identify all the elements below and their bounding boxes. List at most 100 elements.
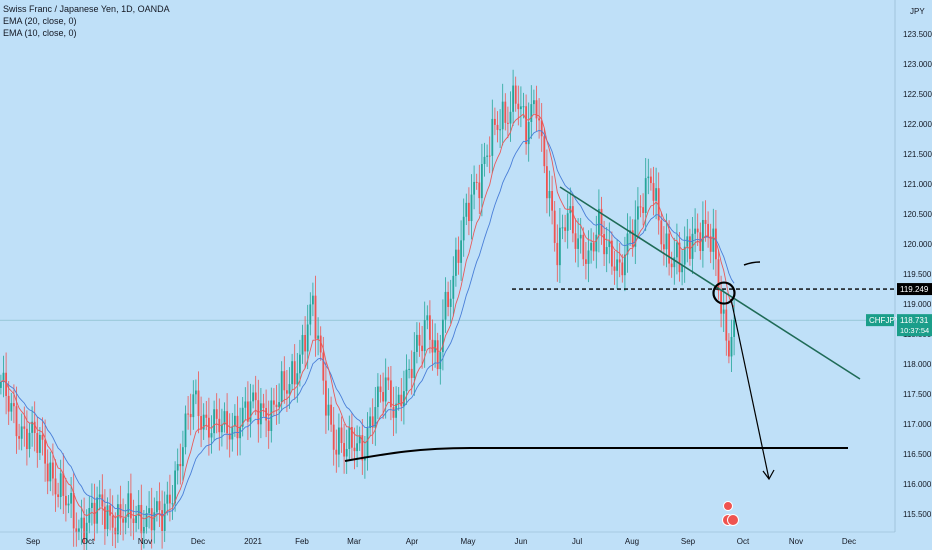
candle-body	[306, 324, 309, 352]
candle-body	[553, 210, 556, 243]
candle-body	[145, 513, 148, 527]
candle-body	[535, 100, 538, 119]
candle-body	[197, 390, 200, 417]
candle-body	[504, 101, 507, 123]
candle-body	[153, 512, 156, 531]
candle-body	[231, 426, 234, 440]
candle-body	[512, 85, 514, 112]
candle-body	[210, 433, 213, 438]
candle-body	[439, 352, 442, 370]
candle-body	[436, 340, 439, 370]
candle-body	[384, 377, 387, 402]
candle-body	[556, 242, 559, 266]
y-axis-unit: JPY	[910, 7, 925, 16]
y-tick-label: 122.500	[903, 90, 932, 99]
y-tick-label: 120.500	[903, 210, 932, 219]
candle-body	[665, 233, 668, 250]
candle-body	[327, 404, 330, 416]
candle-body	[717, 259, 720, 291]
candle-body	[460, 240, 462, 263]
candle-body	[187, 413, 189, 415]
candle-body	[470, 194, 473, 222]
candle-body	[234, 415, 236, 427]
candle-body	[618, 259, 621, 263]
legend-title[interactable]: Swiss Franc / Japanese Yen, 1D, OANDA	[3, 4, 170, 14]
candle-body	[426, 315, 429, 321]
candle-body	[335, 449, 338, 455]
x-tick-label: Feb	[295, 537, 309, 546]
x-tick-label: Jul	[572, 537, 582, 546]
candle-body	[694, 228, 696, 234]
candle-body	[559, 227, 561, 266]
candle-body	[163, 503, 166, 531]
candle-body	[221, 424, 223, 433]
candle-body	[676, 242, 678, 258]
candle-body	[390, 380, 392, 408]
candle-body	[241, 407, 244, 427]
candle-body	[304, 335, 306, 352]
y-tick-label: 116.500	[903, 450, 932, 459]
candle-body	[587, 250, 590, 264]
candle-body	[75, 528, 78, 533]
candle-body	[418, 334, 421, 346]
candle-body	[171, 503, 174, 505]
candle-body	[611, 240, 613, 267]
candle-body	[205, 414, 208, 418]
candle-body	[88, 507, 91, 523]
x-tick-label: Mar	[347, 537, 361, 546]
candle-body	[686, 236, 689, 247]
candle-body	[254, 392, 257, 401]
candle-body	[644, 178, 647, 213]
candle-body	[78, 528, 80, 533]
candle-body	[104, 506, 106, 530]
last-price: 118.731	[900, 316, 929, 325]
candle-body	[338, 427, 340, 455]
candle-body	[730, 336, 733, 357]
candle-body	[655, 188, 657, 201]
candle-body	[455, 249, 457, 276]
candle-body	[478, 182, 481, 199]
candle-body	[148, 508, 150, 514]
x-tick-label: Sep	[681, 537, 696, 546]
candle-body	[343, 443, 345, 457]
candle-body	[520, 106, 522, 110]
candle-body	[657, 188, 660, 221]
candle-body	[538, 118, 540, 121]
candle-body	[540, 120, 543, 137]
candle-body	[379, 386, 382, 393]
candle-body	[192, 394, 195, 418]
candle-body	[0, 381, 2, 388]
x-tick-label: Sep	[26, 537, 41, 546]
candle-body	[15, 406, 18, 437]
candle-body	[361, 435, 364, 461]
candle-body	[166, 494, 169, 504]
candle-body	[156, 501, 158, 513]
candle-body	[499, 129, 501, 131]
candle-body	[260, 403, 262, 425]
candle-body	[366, 427, 369, 457]
candle-body	[681, 264, 683, 273]
candle-body	[319, 335, 322, 353]
legend-ema20[interactable]: EMA (20, close, 0)	[3, 16, 77, 26]
legend-ema10[interactable]: EMA (10, close, 0)	[3, 28, 77, 38]
candle-body	[652, 183, 655, 201]
candle-body	[637, 206, 639, 220]
level-label: 119.249	[900, 285, 929, 294]
candle-body	[647, 176, 650, 179]
candle-body	[650, 176, 652, 184]
x-tick-label: Nov	[789, 537, 803, 546]
candle-body	[140, 504, 143, 534]
candle-body	[574, 233, 577, 249]
candle-body	[522, 106, 525, 108]
candle-body	[371, 416, 374, 428]
candle-body	[345, 449, 348, 457]
candle-body	[161, 510, 163, 531]
candle-body	[13, 403, 15, 407]
candle-body	[65, 495, 67, 506]
candle-body	[452, 275, 455, 299]
candle-body	[117, 504, 119, 535]
candle-body	[483, 156, 486, 165]
candle-body	[83, 517, 85, 543]
